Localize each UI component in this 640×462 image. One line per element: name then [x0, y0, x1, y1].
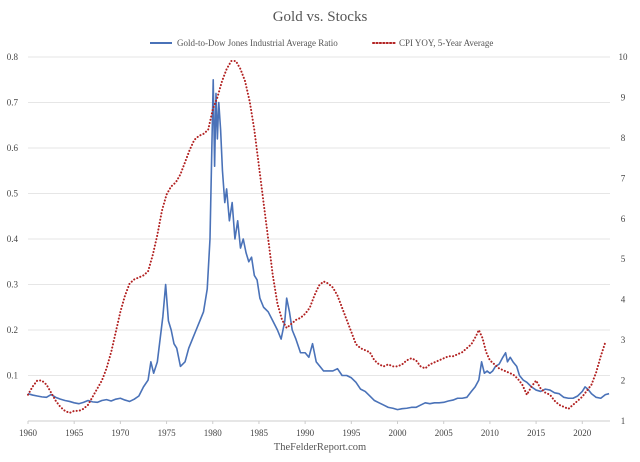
series-layer — [27, 60, 610, 414]
left-tick-label: 0.3 — [7, 280, 19, 290]
x-tick-label: 1970 — [111, 428, 130, 438]
right-tick-label: 5 — [621, 254, 626, 264]
right-tick-label: 4 — [621, 295, 626, 305]
x-tick-label: 2010 — [481, 428, 500, 438]
legend-label-gold-dow: Gold-to-Dow Jones Industrial Average Rat… — [177, 38, 338, 48]
right-tick-label: 7 — [621, 173, 626, 183]
chart-title: Gold vs. Stocks — [273, 9, 368, 25]
left-tick-label: 0.1 — [7, 371, 18, 381]
right-tick-label: 9 — [621, 92, 626, 102]
x-tick-label: 1980 — [204, 428, 223, 438]
right-tick-label: 1 — [621, 416, 626, 426]
right-tick-label: 10 — [619, 52, 629, 62]
legend-label-cpi: CPI YOY, 5-Year Average — [399, 38, 493, 48]
series-line-cpi — [27, 60, 607, 414]
x-tick-label: 2005 — [435, 428, 454, 438]
left-tick-label: 0.6 — [7, 143, 19, 153]
legend: Gold-to-Dow Jones Industrial Average Rat… — [150, 38, 493, 48]
right-tick-label: 2 — [621, 376, 626, 386]
x-tick-label: 2020 — [573, 428, 592, 438]
x-tick-label: 2015 — [527, 428, 546, 438]
left-tick-label: 0.7 — [7, 98, 19, 108]
x-tick-label: 2000 — [389, 428, 408, 438]
left-tick-label: 0.2 — [7, 325, 18, 335]
right-tick-label: 8 — [621, 133, 626, 143]
left-tick-label: 0.8 — [7, 52, 19, 62]
left-tick-label: 0.5 — [7, 189, 19, 199]
x-tick-label: 1995 — [342, 428, 361, 438]
x-tick-label: 1990 — [296, 428, 315, 438]
x-tick-label: 1985 — [250, 428, 269, 438]
series-line-gold-dow — [27, 78, 610, 411]
right-tick-label: 6 — [621, 214, 626, 224]
right-tick-label: 3 — [621, 335, 626, 345]
x-tick-label: 1965 — [65, 428, 84, 438]
x-tick-label: 1975 — [158, 428, 177, 438]
x-tick-label: 1960 — [19, 428, 38, 438]
source-credit: TheFelderReport.com — [274, 442, 366, 453]
left-tick-label: 0.4 — [7, 234, 19, 244]
axis-layer: 0.1 0.2 0.3 0.4 0.5 0.6 0.7 0.8 1 2 3 4 5 6 7 8 9 10 1960 1… — [7, 52, 628, 438]
